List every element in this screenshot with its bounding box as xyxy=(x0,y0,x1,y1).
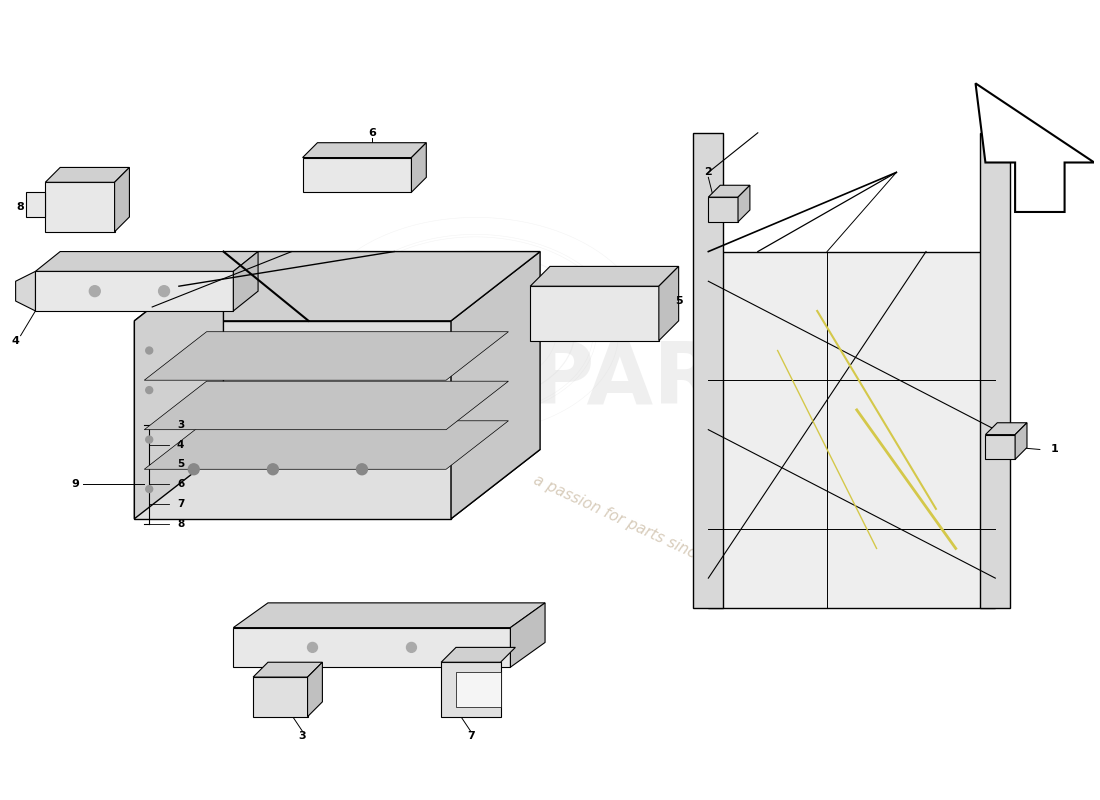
Polygon shape xyxy=(980,133,1010,608)
Polygon shape xyxy=(35,251,258,271)
Circle shape xyxy=(146,486,153,493)
Text: 4: 4 xyxy=(177,439,185,450)
Circle shape xyxy=(89,286,100,297)
Circle shape xyxy=(146,436,153,443)
Text: 5: 5 xyxy=(674,296,682,306)
Polygon shape xyxy=(134,321,451,518)
Polygon shape xyxy=(451,251,540,518)
Polygon shape xyxy=(233,603,546,628)
Polygon shape xyxy=(441,662,500,717)
Polygon shape xyxy=(708,251,996,608)
Polygon shape xyxy=(134,450,540,518)
Polygon shape xyxy=(302,158,411,192)
Polygon shape xyxy=(45,167,130,182)
Text: 7: 7 xyxy=(177,499,185,509)
Text: 3: 3 xyxy=(299,731,307,742)
Polygon shape xyxy=(134,251,223,518)
Polygon shape xyxy=(15,271,35,311)
Text: 1: 1 xyxy=(1050,445,1058,454)
Polygon shape xyxy=(114,167,130,232)
Polygon shape xyxy=(441,647,516,662)
Polygon shape xyxy=(1015,422,1027,459)
Polygon shape xyxy=(134,251,540,321)
Polygon shape xyxy=(708,186,750,197)
Polygon shape xyxy=(25,192,45,217)
Polygon shape xyxy=(233,628,510,667)
Text: 4: 4 xyxy=(12,336,20,346)
Polygon shape xyxy=(708,197,738,222)
Polygon shape xyxy=(976,83,1094,212)
Polygon shape xyxy=(144,332,508,380)
Circle shape xyxy=(158,286,169,297)
Text: 6: 6 xyxy=(367,128,376,138)
Polygon shape xyxy=(233,251,258,311)
Circle shape xyxy=(407,642,417,652)
Polygon shape xyxy=(45,182,114,232)
Polygon shape xyxy=(253,662,322,677)
Circle shape xyxy=(146,386,153,394)
Polygon shape xyxy=(35,271,233,311)
Text: 7: 7 xyxy=(468,731,475,742)
Polygon shape xyxy=(530,286,659,341)
Circle shape xyxy=(267,464,278,474)
Polygon shape xyxy=(510,603,546,667)
Circle shape xyxy=(146,347,153,354)
Polygon shape xyxy=(530,266,679,286)
Circle shape xyxy=(188,464,199,474)
Text: 5: 5 xyxy=(177,459,184,470)
Text: 9: 9 xyxy=(72,479,79,489)
Text: 2: 2 xyxy=(704,167,712,178)
Text: 6: 6 xyxy=(177,479,184,489)
Polygon shape xyxy=(986,434,1015,459)
Polygon shape xyxy=(693,133,723,608)
Polygon shape xyxy=(144,421,508,470)
Text: a passion for parts since: a passion for parts since xyxy=(531,473,707,565)
Polygon shape xyxy=(253,677,308,717)
Polygon shape xyxy=(738,186,750,222)
Polygon shape xyxy=(302,142,427,158)
Text: 8: 8 xyxy=(16,202,24,212)
Polygon shape xyxy=(308,662,322,717)
Polygon shape xyxy=(986,422,1027,434)
Polygon shape xyxy=(659,266,679,341)
Text: EUROPARTS: EUROPARTS xyxy=(263,338,837,422)
Polygon shape xyxy=(411,142,427,192)
Polygon shape xyxy=(144,381,508,430)
Polygon shape xyxy=(456,672,501,706)
Circle shape xyxy=(308,642,318,652)
Text: 3: 3 xyxy=(177,420,184,430)
Text: 8: 8 xyxy=(177,518,184,529)
Circle shape xyxy=(356,464,367,474)
